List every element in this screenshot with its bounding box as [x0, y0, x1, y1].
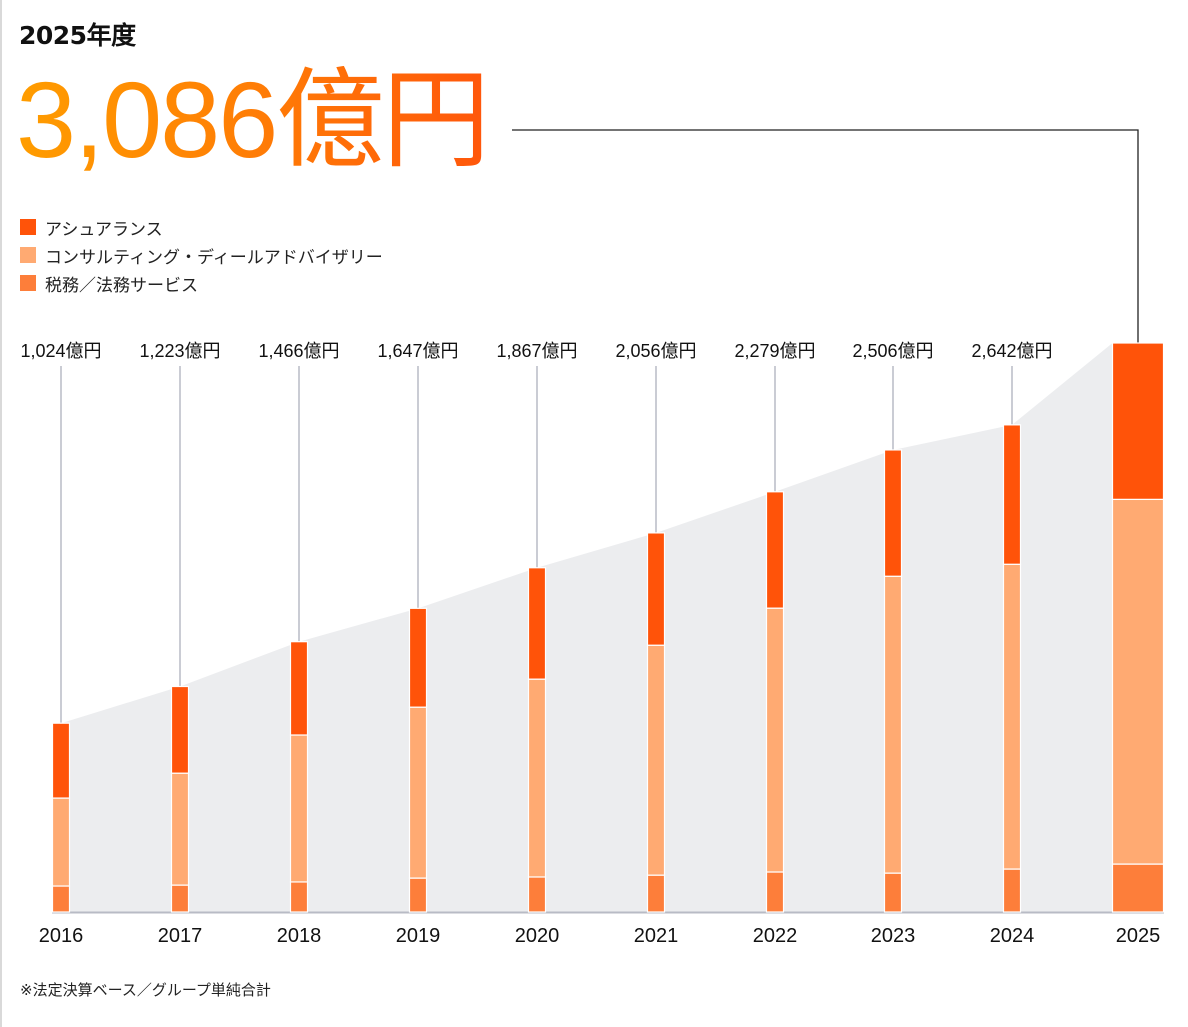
bar-segment-assurance [1002, 424, 1022, 565]
bar-segment-tax [527, 876, 547, 913]
bar-segment-consulting [51, 797, 71, 887]
x-tick-label: 2021 [634, 925, 679, 947]
bar-segment-consulting [1002, 563, 1022, 870]
total-label: 1,647億円 [377, 341, 458, 361]
legend-item-tax: 税務／法務サービス [20, 269, 383, 297]
total-label: 1,223億円 [139, 341, 220, 361]
bar-segment-assurance [883, 449, 903, 577]
bar-segment-assurance [646, 532, 666, 646]
bar-segment-tax [1111, 863, 1165, 913]
x-tick-label: 2022 [753, 925, 798, 947]
left-border [0, 0, 2, 1027]
x-tick-label: 2019 [396, 925, 441, 947]
legend-item-consulting: コンサルティング・ディールアドバイザリー [20, 241, 383, 269]
bar-segment-consulting [408, 706, 428, 879]
legend: アシュアランス コンサルティング・ディールアドバイザリー 税務／法務サービス [20, 213, 383, 297]
bar-segment-consulting [527, 678, 547, 878]
legend-label: コンサルティング・ディールアドバイザリー [45, 247, 383, 268]
bar-segment-assurance [527, 567, 547, 680]
legend-label: 税務／法務サービス [45, 275, 198, 296]
bar-segment-assurance [51, 722, 71, 799]
total-label: 2,642億円 [971, 341, 1052, 361]
bar-segment-consulting [765, 607, 785, 873]
bar-segment-consulting [1111, 498, 1165, 865]
bar-segment-tax [1002, 868, 1022, 913]
x-tick-label: 2025 [1116, 925, 1161, 947]
x-tick-label: 2018 [277, 925, 322, 947]
bar-segment-tax [646, 874, 666, 913]
total-label: 1,466億円 [258, 341, 339, 361]
headline-total: 3,086億円 [16, 59, 490, 180]
legend-swatch [20, 247, 36, 263]
x-tick-label: 2020 [515, 925, 560, 947]
bar-segment-tax [765, 871, 785, 913]
total-label: 1,024億円 [20, 341, 101, 361]
bar-segment-consulting [883, 575, 903, 874]
bar-segment-assurance [289, 641, 309, 736]
x-tick-label: 2023 [871, 925, 916, 947]
bar-segment-tax [883, 872, 903, 913]
bar-segment-tax [51, 885, 71, 913]
x-tick-label: 2024 [990, 925, 1035, 947]
legend-swatch [20, 219, 36, 235]
bar-segment-consulting [289, 734, 309, 883]
total-label: 2,506億円 [852, 341, 933, 361]
bar-segment-tax [408, 877, 428, 913]
legend-item-assurance: アシュアランス [20, 213, 383, 241]
growth-area [61, 343, 1113, 912]
footnote: ※法定決算ベース／グループ単純合計 [20, 981, 271, 999]
bar-segment-consulting [170, 772, 190, 886]
total-label: 1,867億円 [496, 341, 577, 361]
bar-segment-assurance [408, 607, 428, 708]
x-tick-label: 2017 [158, 925, 203, 947]
total-label: 2,056億円 [615, 341, 696, 361]
x-tick-label: 2016 [39, 925, 84, 947]
bar-segment-assurance [765, 491, 785, 609]
legend-swatch [20, 275, 36, 291]
bar-segment-assurance [170, 685, 190, 774]
headline-leader-line [512, 129, 1139, 343]
bar-segment-tax [170, 884, 190, 913]
legend-label: アシュアランス [45, 219, 163, 240]
total-label: 2,279億円 [734, 341, 815, 361]
bar-segment-assurance [1111, 342, 1165, 500]
bar-segment-consulting [646, 644, 666, 876]
bar-segment-tax [289, 881, 309, 913]
fiscal-year-title: 2025年度 [19, 21, 136, 50]
